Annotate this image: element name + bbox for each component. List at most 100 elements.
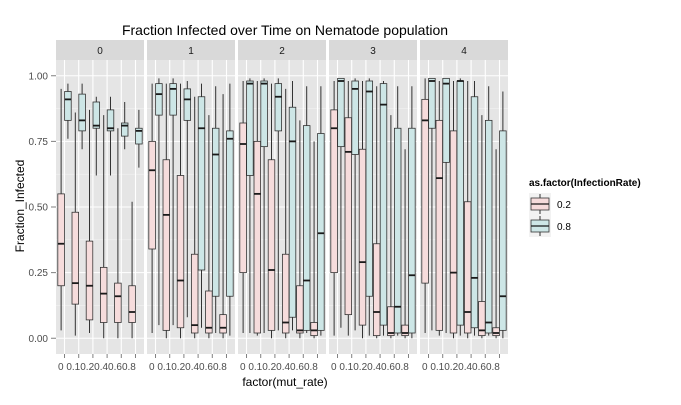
- box-iqr: [499, 130, 507, 331]
- boxplot-box: [484, 86, 493, 336]
- facet-strip: [420, 40, 508, 60]
- y-tick-label: 0.25: [29, 268, 49, 279]
- facet-strip: [147, 40, 235, 60]
- box-iqr: [85, 240, 94, 321]
- box-iqr: [317, 133, 325, 331]
- x-tick-labels: 0 0.10.20.40.60.8: [149, 362, 227, 373]
- x-tick-labels: 0 0.10.20.40.60.8: [240, 362, 318, 373]
- box-iqr: [372, 243, 381, 337]
- chart-title: Fraction Infected over Time on Nematode …: [122, 22, 448, 38]
- box-iqr: [183, 88, 192, 121]
- x-tick-labels: 0 0.10.20.40.60.8: [331, 362, 409, 373]
- box-iqr: [421, 98, 429, 284]
- plot-layer: 0 0 0.10.20.40.60.8 1 0 0.10.20.40.60.8 2 0 0…: [29, 40, 571, 373]
- box-iqr: [463, 201, 472, 334]
- x-axis-label: factor(mut_rate): [242, 375, 327, 389]
- boxplot-box: [197, 83, 206, 328]
- box-iqr: [162, 159, 171, 331]
- box-iqr: [435, 119, 444, 331]
- box-iqr: [408, 127, 416, 334]
- box-iqr: [219, 314, 227, 334]
- boxplot-box: [281, 88, 290, 339]
- box-iqr: [281, 253, 290, 334]
- boxplot-box: [267, 83, 276, 339]
- x-tick-labels: 0 0.10.20.40.60.8: [58, 362, 136, 373]
- boxplot-box: [64, 83, 72, 139]
- boxplot-box: [317, 86, 325, 336]
- boxplot-box: [499, 91, 507, 339]
- box-iqr: [351, 80, 359, 155]
- y-tick-label: 0.75: [29, 137, 49, 148]
- facet-strip: [56, 40, 144, 60]
- box-iqr: [253, 140, 262, 334]
- boxplot-box: [442, 77, 450, 333]
- facet-strip-label: 1: [188, 46, 194, 57]
- box-iqr: [169, 83, 177, 116]
- box-iqr: [274, 83, 283, 132]
- box-iqr: [155, 83, 163, 116]
- boxplot-box: [330, 81, 338, 336]
- boxplot-box: [260, 78, 268, 333]
- box-iqr: [344, 117, 353, 316]
- facet-strip-label: 0: [97, 46, 103, 57]
- box-iqr: [57, 193, 65, 287]
- box-iqr: [484, 119, 493, 334]
- box-iqr: [401, 324, 409, 337]
- box-iqr: [71, 211, 80, 305]
- box-iqr: [148, 140, 156, 250]
- boxplot-box: [428, 77, 436, 331]
- box-iqr: [330, 109, 338, 274]
- boxplot-box: [128, 201, 136, 339]
- boxplot-box: [57, 88, 65, 331]
- facet-strip-label: 2: [279, 46, 285, 57]
- box-iqr: [64, 91, 72, 121]
- boxplot-box: [71, 112, 80, 336]
- box-iqr: [310, 322, 318, 337]
- boxplot-box: [246, 78, 254, 333]
- boxplot-box: [421, 78, 429, 333]
- y-tick-label: 0.00: [29, 334, 49, 345]
- box-iqr: [226, 130, 234, 297]
- boxplot-box: [169, 78, 177, 326]
- box-iqr: [190, 253, 199, 334]
- boxplot-box: [274, 78, 283, 331]
- box-iqr: [239, 122, 247, 274]
- boxplot-box: [365, 78, 374, 336]
- boxplot-box: [205, 115, 213, 339]
- facet-strip-label: 4: [461, 46, 467, 57]
- legend-title: as.factor(InfectionRate): [529, 178, 641, 189]
- boxplot-box: [337, 77, 345, 328]
- facet-strip: [329, 40, 417, 60]
- boxplot-box: [226, 83, 234, 336]
- box-iqr: [449, 130, 458, 334]
- boxplot-box: [379, 81, 388, 336]
- box-iqr: [205, 290, 213, 334]
- box-iqr: [470, 96, 479, 329]
- box-iqr: [246, 80, 254, 176]
- box-iqr: [492, 327, 500, 337]
- boxplot-box: [302, 86, 311, 333]
- box-iqr: [387, 306, 395, 337]
- boxplot-box: [393, 86, 402, 336]
- boxplot-box: [492, 149, 500, 339]
- box-iqr: [114, 282, 122, 323]
- legend-entry-label: 0.8: [557, 222, 571, 233]
- boxplot-box: [114, 128, 122, 339]
- boxplot-box: [85, 109, 94, 333]
- y-tick-label: 0.50: [29, 203, 49, 214]
- boxplot-box: [211, 86, 220, 333]
- boxplot-box: [288, 81, 297, 331]
- y-axis-label: Fraction_Infected: [13, 160, 27, 253]
- boxplot-box: [408, 86, 416, 339]
- box-iqr: [428, 77, 436, 129]
- box-iqr: [92, 101, 101, 129]
- boxplot-box: [456, 78, 465, 336]
- box-iqr: [379, 83, 388, 326]
- boxplot-box: [239, 81, 247, 333]
- box-iqr: [128, 285, 136, 323]
- boxplot-box: [78, 83, 86, 150]
- legend-entry-label: 0.2: [557, 200, 571, 211]
- box-iqr: [296, 285, 304, 334]
